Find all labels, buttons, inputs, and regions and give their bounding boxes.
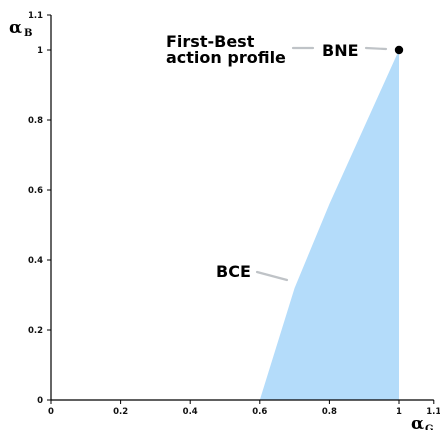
bce-label: BCE (216, 262, 251, 281)
x-tick-label: 0.6 (252, 407, 267, 417)
y-tick-label: 1.1 (28, 11, 43, 21)
x-axis-title: α G (411, 414, 434, 430)
bne-label: BNE (322, 41, 359, 60)
y-tick-label: 0 (37, 396, 43, 406)
y-tick-label: 0.8 (28, 116, 43, 126)
x-axis-title-sub: G (425, 424, 434, 430)
first-best-label-line1: First-Best (166, 32, 255, 51)
first-best-label-line2: action profile (166, 48, 286, 67)
bne-point (394, 45, 404, 55)
y-axis-title-sub: B (24, 28, 32, 39)
tick-labels: 0 0.2 0.4 0.6 0.8 1 1.1 0 0.2 0.4 0.6 0.8 1 1.1 (28, 11, 440, 417)
y-tick-label: 1 (37, 46, 43, 56)
bne-leader (364, 46, 388, 51)
annotations: First-Best action profile BNE BCE (166, 32, 388, 282)
y-tick-label: 0.6 (28, 186, 43, 196)
bce-region (259, 50, 399, 400)
y-axis-title-main: α (9, 18, 22, 38)
x-tick-label: 0.8 (322, 407, 337, 417)
y-tick-label: 0.2 (28, 326, 43, 336)
x-tick-label: 0.4 (183, 407, 198, 417)
x-tick-label: 0.2 (113, 407, 128, 417)
x-tick-label: 0 (48, 407, 54, 417)
bce-leader (255, 270, 289, 282)
x-tick-label: 1 (396, 407, 402, 417)
axes (47, 14, 435, 404)
x-axis-title-main: α (411, 414, 424, 430)
y-axis-title: α B (9, 18, 32, 39)
y-tick-label: 0.4 (28, 256, 43, 266)
x-tick-label: 1.1 (426, 407, 440, 417)
plot-area (259, 45, 404, 400)
